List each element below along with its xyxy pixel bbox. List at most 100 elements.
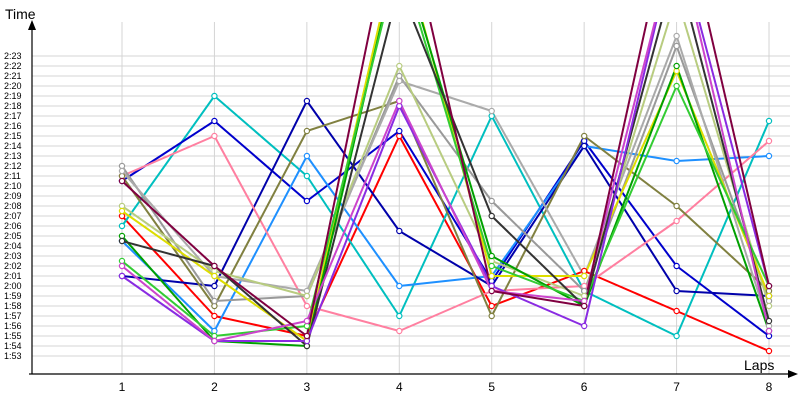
data-point <box>211 132 218 140</box>
series-line-3 <box>121 120 770 337</box>
data-point <box>581 302 588 310</box>
y-tick-label: 1:56 <box>4 321 22 331</box>
y-axis-title: Time <box>5 6 36 22</box>
data-point <box>211 272 218 280</box>
y-tick-label: 2:03 <box>4 251 22 261</box>
y-tick-label: 2:10 <box>4 181 22 191</box>
data-point <box>303 127 311 135</box>
data-point <box>211 312 218 320</box>
data-point <box>118 177 126 185</box>
x-axis-title: Laps <box>744 357 774 373</box>
y-tick-label: 2:08 <box>4 201 22 211</box>
y-tick-label: 2:19 <box>4 91 22 101</box>
data-point <box>581 272 588 280</box>
data-point <box>118 272 126 280</box>
y-tick-label: 1:57 <box>4 311 22 321</box>
x-tick-label: 1 <box>119 380 126 394</box>
series-line-5 <box>121 100 770 297</box>
x-tick-label: 7 <box>673 380 680 394</box>
y-tick-label: 2:20 <box>4 81 22 91</box>
y-tick-label: 2:09 <box>4 191 22 201</box>
data-point <box>211 282 218 290</box>
data-point <box>211 92 218 100</box>
data-point <box>211 117 218 125</box>
x-tick-label: 4 <box>396 380 403 394</box>
data-point <box>303 172 311 180</box>
data-point <box>303 302 311 310</box>
data-point <box>765 117 773 125</box>
data-point <box>673 42 680 50</box>
data-point <box>673 62 680 70</box>
data-point <box>488 302 495 310</box>
y-tick-label: 1:53 <box>4 351 22 361</box>
data-point <box>765 152 773 160</box>
y-tick-label: 2:11 <box>4 171 21 181</box>
y-tick-label: 1:58 <box>4 301 22 311</box>
data-point <box>673 202 680 210</box>
data-point <box>765 292 773 300</box>
y-tick-label: 2:17 <box>4 111 22 121</box>
data-point <box>303 317 311 325</box>
data-point <box>303 332 311 340</box>
axes <box>28 20 798 378</box>
y-tick-label: 2:22 <box>4 61 22 71</box>
y-tick-label: 2:13 <box>4 151 22 161</box>
data-point <box>765 282 773 290</box>
grid <box>32 22 790 374</box>
data-point <box>396 227 403 235</box>
x-tick-label: 3 <box>304 380 311 394</box>
x-tick-label: 2 <box>211 380 218 394</box>
y-tick-label: 2:04 <box>4 241 22 251</box>
data-point <box>581 142 588 150</box>
data-point <box>396 282 403 290</box>
series-line-14 <box>121 22 770 347</box>
data-point <box>211 337 218 345</box>
x-tick-labels: 1 2 3 4 5 6 7 8 <box>119 380 773 394</box>
y-tick-label: 2:06 <box>4 221 22 231</box>
series-line-8 <box>121 45 770 302</box>
data-point <box>396 127 403 135</box>
x-axis-arrow <box>788 370 798 378</box>
data-point <box>673 157 680 165</box>
series-line-12 <box>121 22 770 347</box>
data-point <box>396 62 403 70</box>
x-tick-label: 5 <box>488 380 495 394</box>
data-point <box>303 197 311 205</box>
data-point <box>118 207 126 215</box>
y-tick-label: 2:23 <box>4 51 22 61</box>
data-point <box>488 262 495 270</box>
data-point <box>303 292 311 300</box>
x-tick-label: 8 <box>766 380 773 394</box>
data-point <box>488 107 495 115</box>
data-point <box>118 222 126 230</box>
series-line-1 <box>121 135 770 352</box>
series-line-17 <box>121 22 770 337</box>
data-point <box>765 347 773 355</box>
data-point <box>396 97 403 105</box>
data-point <box>211 262 218 270</box>
data-point <box>488 197 495 205</box>
data-point <box>211 297 218 305</box>
data-point <box>488 252 495 260</box>
y-tick-label: 2:18 <box>4 101 22 111</box>
data-point <box>581 322 588 330</box>
y-tick-label: 2:15 <box>4 131 22 141</box>
data-point <box>488 212 495 220</box>
data-point <box>673 82 680 90</box>
x-tick-label: 6 <box>581 380 588 394</box>
series-lines <box>118 22 773 355</box>
y-tick-label: 2:00 <box>4 281 22 291</box>
data-point <box>581 132 588 140</box>
data-point <box>488 312 495 320</box>
y-tick-label: 1:59 <box>4 291 22 301</box>
data-point <box>118 167 126 175</box>
data-point <box>118 237 126 245</box>
series-line-16 <box>121 22 770 342</box>
y-tick-label: 2:02 <box>4 261 22 271</box>
series-line-15 <box>121 22 770 342</box>
series-line-13 <box>121 22 770 337</box>
y-tick-label: 2:01 <box>4 271 22 281</box>
data-point <box>673 332 680 340</box>
data-point <box>303 97 311 105</box>
